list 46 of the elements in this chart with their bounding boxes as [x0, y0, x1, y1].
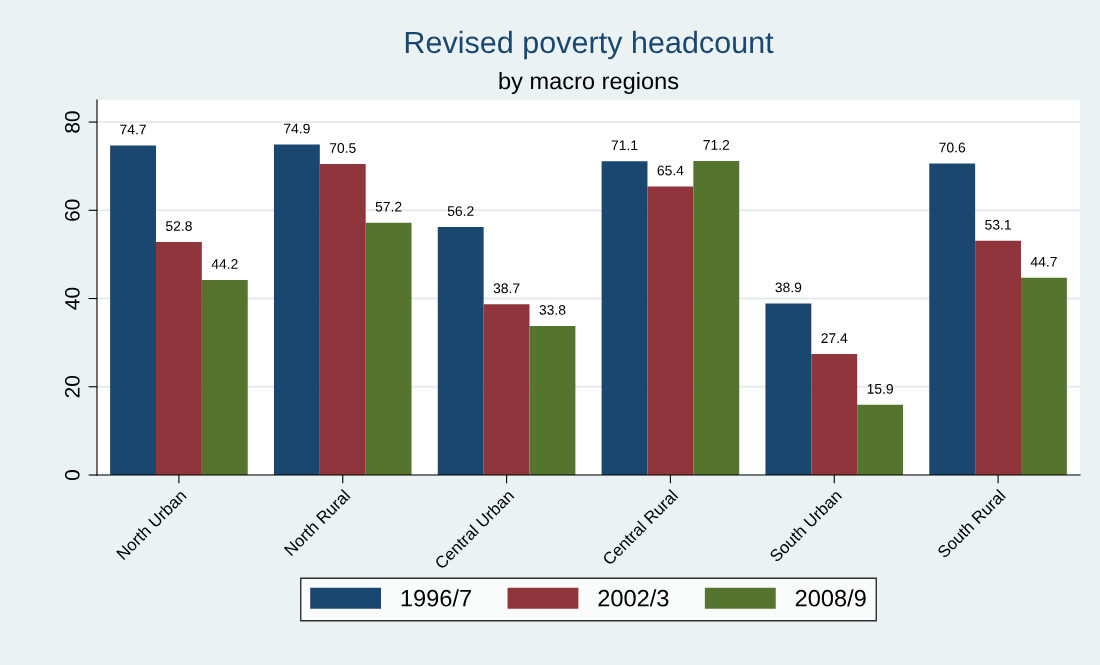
data-label: 27.4: [821, 333, 848, 343]
y-tick-label: 60: [64, 199, 80, 221]
bar: [929, 163, 976, 475]
bar: [110, 145, 156, 475]
data-label: 38.7: [493, 283, 520, 294]
bar: [857, 404, 904, 475]
chart-subtitle: by macro regions: [499, 72, 679, 95]
bar: [273, 144, 320, 475]
bar: [811, 354, 858, 475]
data-label: 15.9: [867, 383, 893, 394]
bar: [529, 325, 576, 475]
data-label: 44.7: [1030, 257, 1057, 267]
bar: [319, 163, 366, 475]
data-label: 70.5: [329, 143, 356, 153]
data-label: 53.1: [985, 219, 1011, 230]
y-tick-label: 20: [64, 375, 80, 398]
bar: [483, 304, 530, 475]
bar: [1021, 277, 1067, 475]
legend-label: 2008/9: [795, 589, 866, 607]
bar: [155, 242, 202, 475]
bar: [765, 303, 812, 475]
y-tick-label: 80: [64, 111, 80, 133]
bar: [437, 227, 484, 475]
chart-title: Revised poverty headcount: [405, 30, 774, 60]
data-label: 65.4: [657, 165, 684, 176]
data-label: 52.8: [165, 221, 192, 231]
data-label: 44.2: [211, 259, 238, 269]
bar: [365, 222, 412, 475]
bar: [693, 160, 740, 475]
legend-label: 2002/3: [598, 589, 669, 607]
data-label: 56.2: [447, 206, 474, 216]
bar: [201, 280, 248, 475]
data-label: 71.2: [703, 139, 730, 150]
y-tick-label: 0: [64, 470, 80, 480]
bar: [647, 186, 694, 475]
bar: [601, 161, 648, 475]
data-label: 70.6: [939, 142, 966, 153]
legend-label: 1996/7: [401, 589, 471, 607]
data-label: 33.8: [539, 304, 566, 315]
data-label: 74.9: [284, 123, 310, 134]
data-label: 38.9: [775, 282, 802, 293]
data-label: 57.2: [375, 201, 402, 212]
data-label: 71.1: [611, 140, 638, 151]
data-label: 74.7: [120, 124, 146, 135]
y-tick-label: 40: [64, 287, 80, 310]
bar: [975, 240, 1022, 475]
